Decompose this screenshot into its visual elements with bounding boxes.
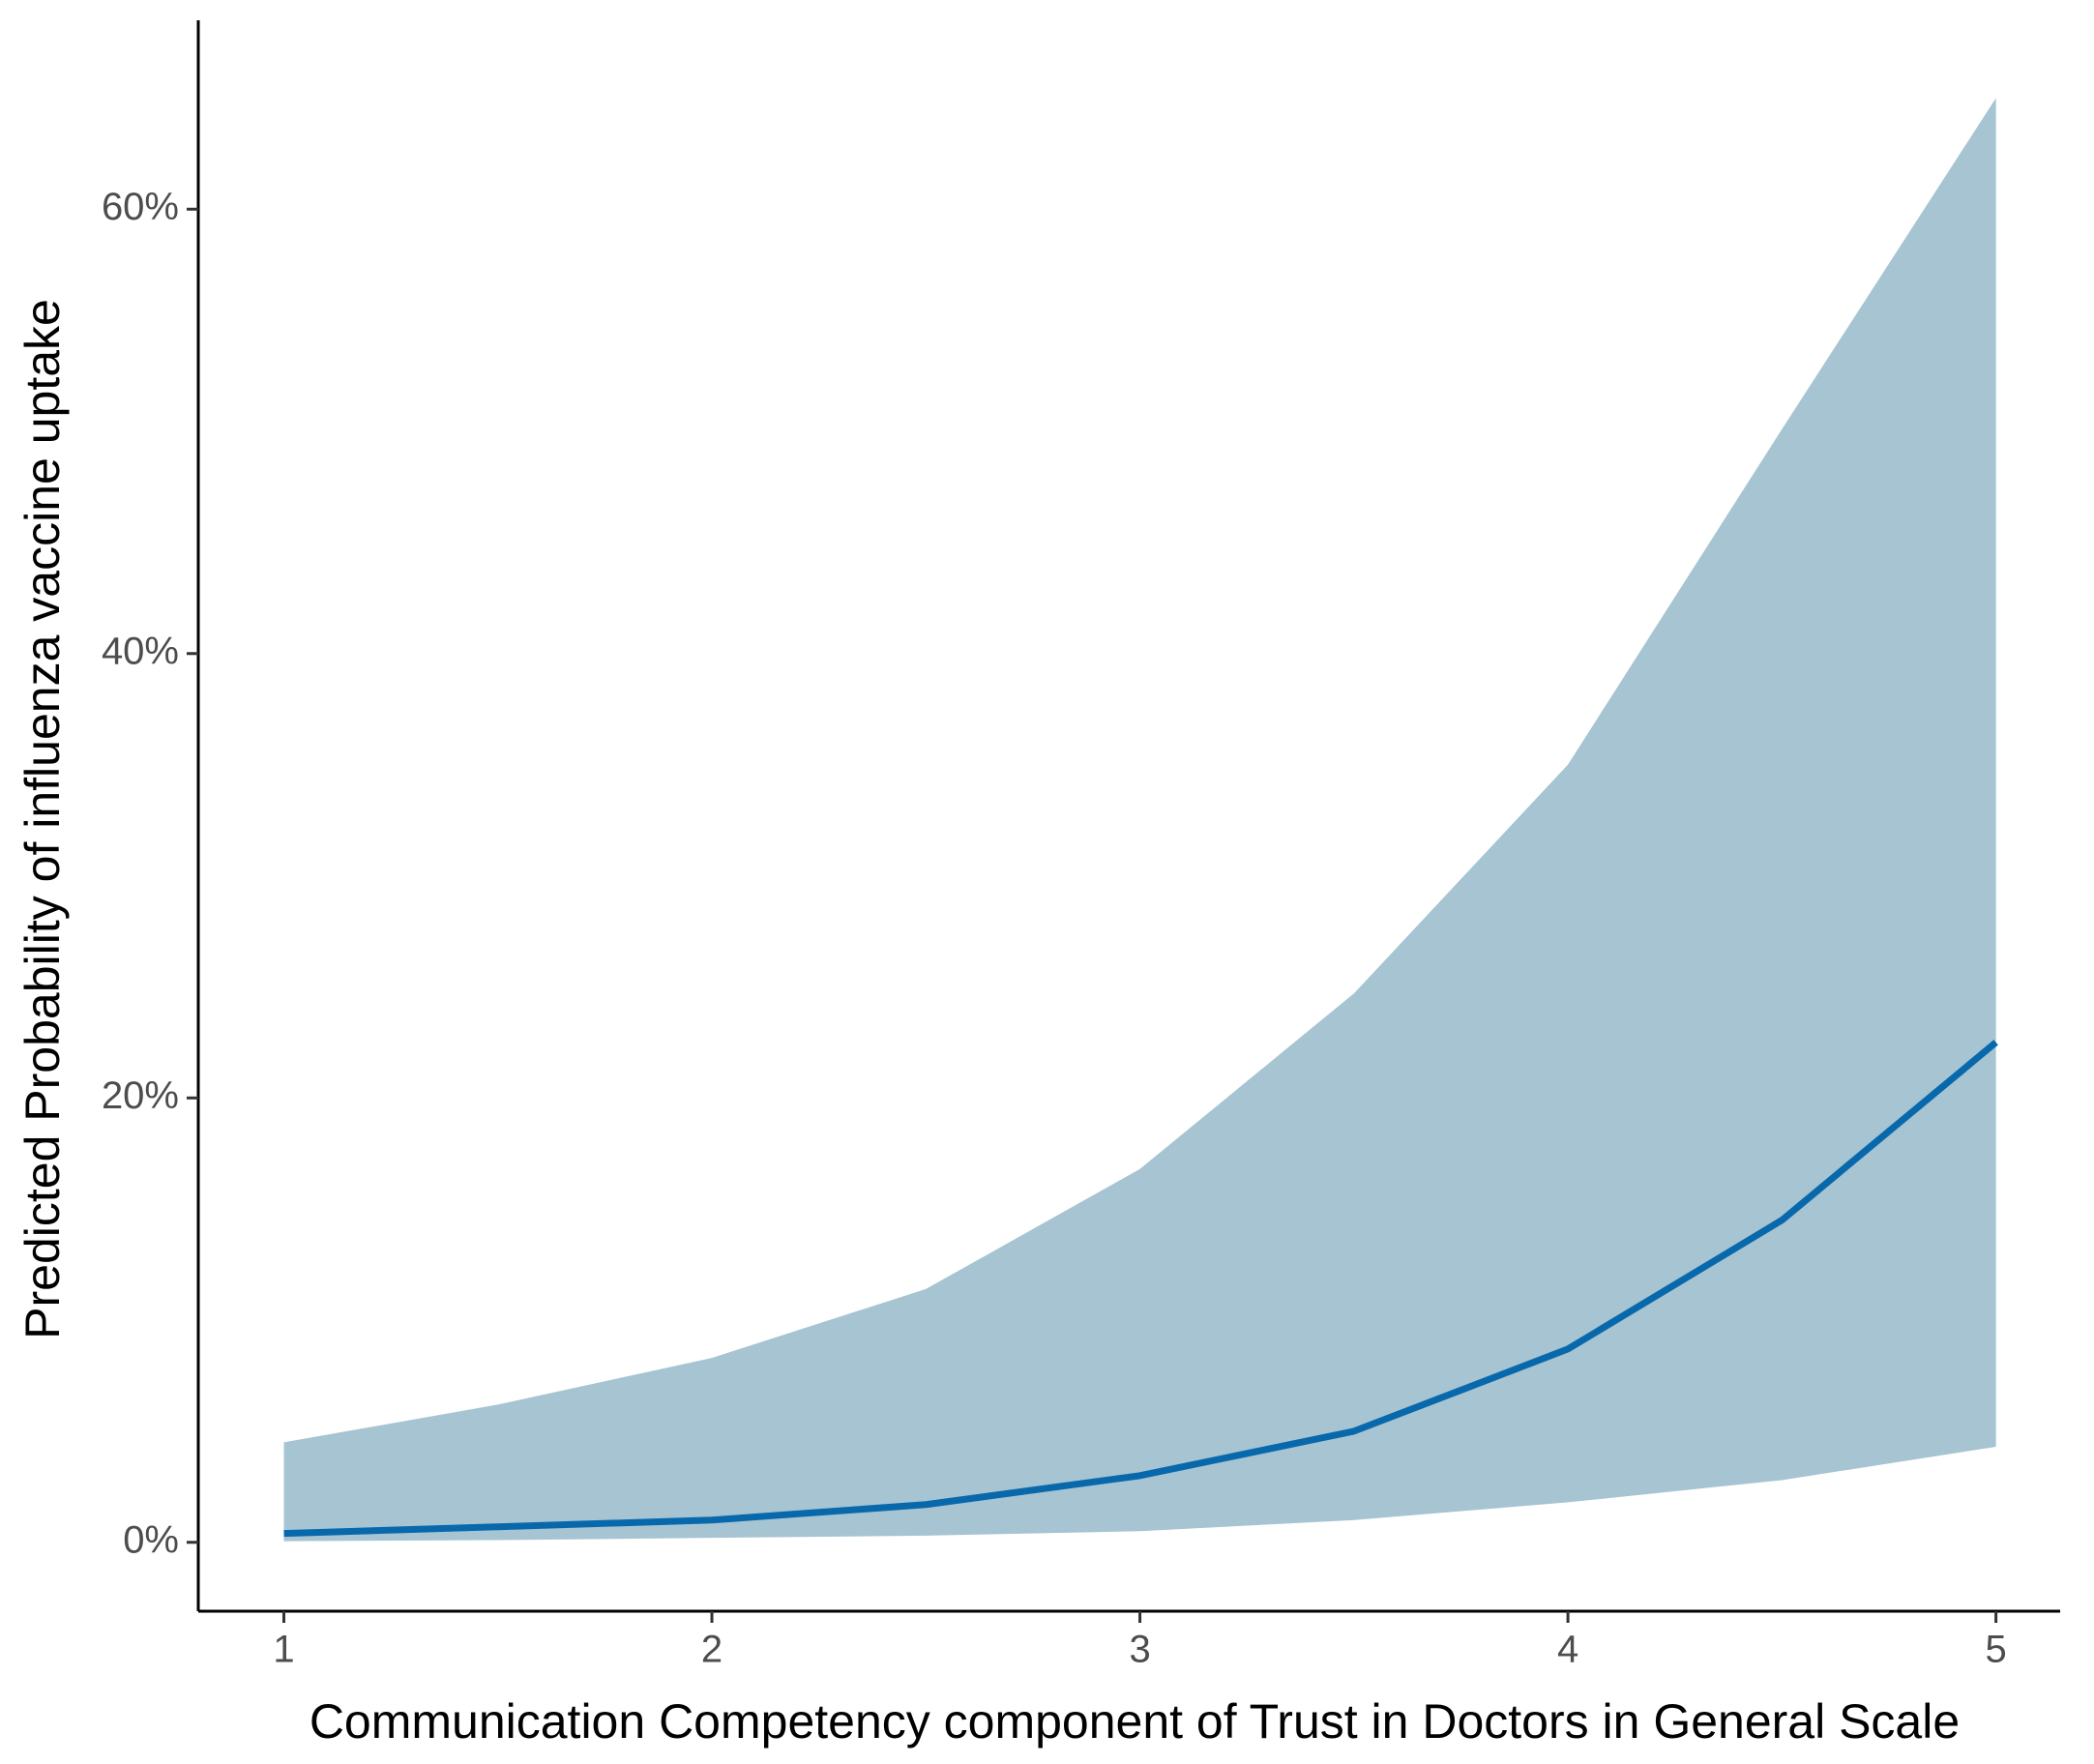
x-tick-label: 3 [1129,1629,1150,1671]
x-tick-label: 2 [701,1629,723,1671]
x-tick-label: 5 [1985,1629,2006,1671]
confidence-band [283,98,1996,1542]
x-axis-title: Communication Competency component of Tr… [310,1694,1960,1749]
x-tick-label: 1 [273,1629,294,1671]
x-tick-label: 4 [1557,1629,1578,1671]
y-tick-label: 0% [123,1518,179,1561]
y-axis-title: Predicted Probability of influenza vacci… [15,299,70,1339]
y-tick-label: 40% [102,630,179,672]
y-tick-label: 60% [102,186,179,228]
y-tick-label: 20% [102,1074,179,1117]
line [283,1040,1998,1538]
